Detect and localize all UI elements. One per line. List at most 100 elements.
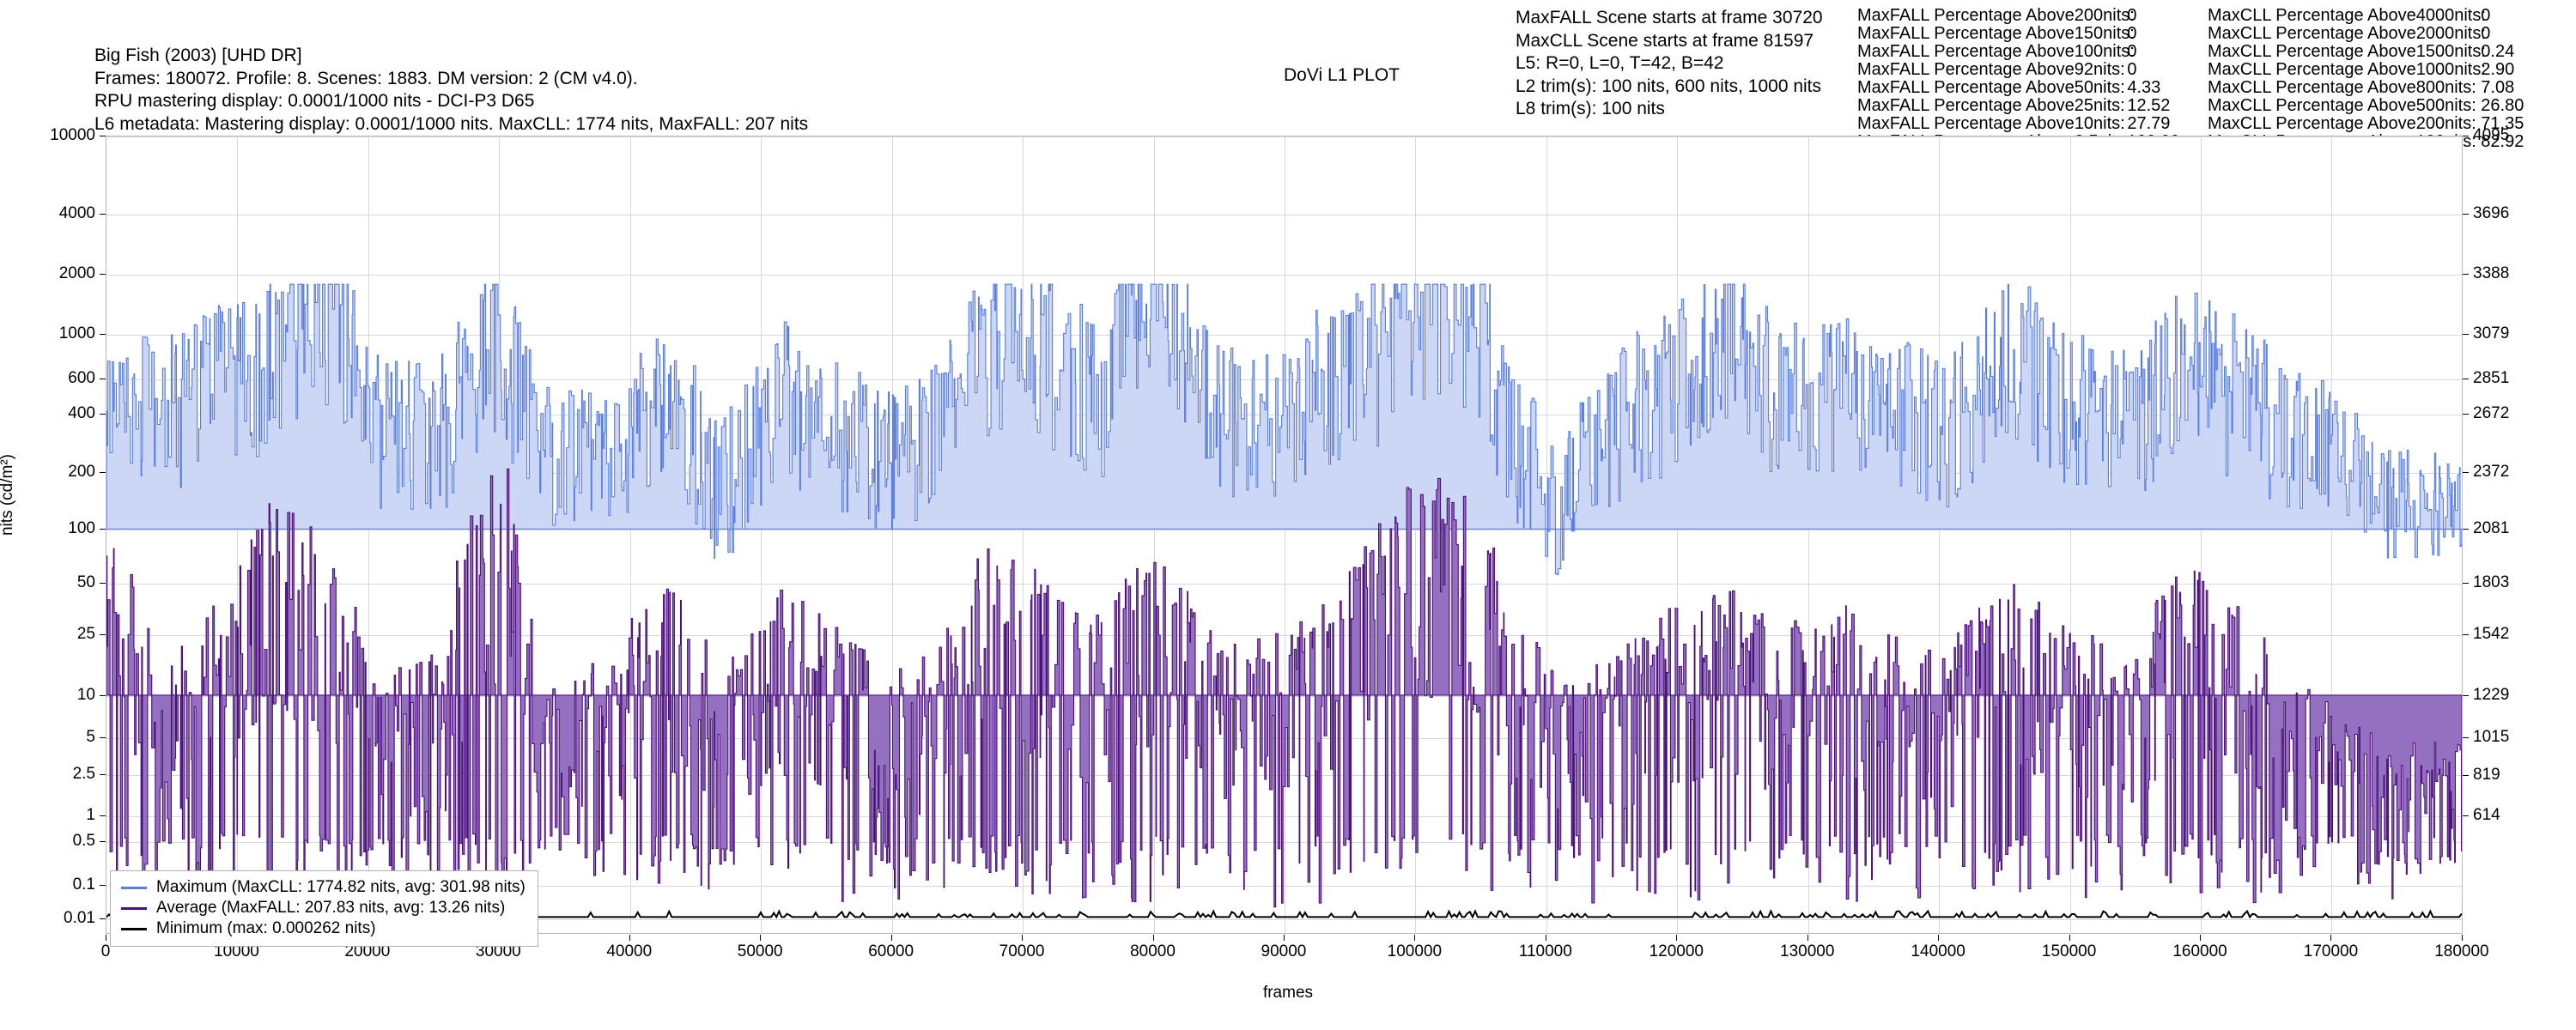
y-axis-left-tick: [100, 472, 106, 474]
gridline-vertical: [891, 136, 893, 933]
percentage-row: MaxFALL Percentage Above 92nits: 0 MaxCLL…: [1857, 61, 2568, 79]
y-axis-left-tick-label: 10: [76, 686, 95, 705]
x-axis-tick-label: 80000: [1130, 942, 1176, 960]
maxfall-percentage-entry: MaxFALL Percentage Above 25nits: 12.52: [1857, 97, 2208, 115]
y-axis-left-tick-label: 0.01: [64, 908, 95, 927]
x-axis-tick-label: 50000: [737, 942, 783, 960]
maxfall-percentage-threshold: 200nits:: [2074, 6, 2135, 25]
gridline-vertical: [1153, 136, 1155, 933]
x-axis-tick: [1022, 935, 1024, 941]
y-axis-left-tick: [100, 529, 106, 530]
legend-swatch-maximum-icon: [121, 886, 147, 889]
maxfall-percentage-threshold: 100nits:: [2074, 42, 2135, 61]
y-axis-right-tick: [2463, 775, 2469, 777]
y-axis-left-tick-label: 10000: [50, 126, 95, 144]
y-axis-right-tick-label: 3079: [2473, 324, 2510, 343]
maxfall-percentage-value: 12.52: [2122, 96, 2171, 115]
gridline-vertical: [1939, 136, 1941, 933]
gridline-vertical: [1807, 136, 1809, 933]
gridline-horizontal: [106, 815, 2462, 817]
y-axis-left-tick: [100, 213, 106, 215]
maxcll-percentage-value: 0: [2476, 24, 2491, 43]
y-axis-right-tick-label: 614: [2473, 805, 2500, 824]
media-title: Big Fish (2003) [UHD DR]: [94, 45, 302, 65]
gridline-vertical: [2201, 136, 2202, 933]
y-axis-right-tick: [2463, 633, 2469, 635]
l6-metadata-line: L6 metadata: Mastering display: 0.0001/1…: [94, 113, 809, 134]
y-axis-right-tick-label: 2081: [2473, 519, 2510, 538]
maxfall-scene-line: MaxFALL Scene starts at frame 30720: [1516, 8, 1823, 27]
maxcll-percentage-entry: MaxCLL Percentage Above 2000nits: 0: [2208, 25, 2568, 43]
maxfall-percentage-value: 0: [2122, 6, 2137, 25]
maxfall-percentage-threshold: 150nits:: [2074, 24, 2135, 43]
maxfall-percentage-label: MaxFALL Percentage Above: [1857, 6, 2075, 25]
y-axis-right-tick: [2463, 815, 2469, 816]
l5-line: L5: R=0, L=0, T=42, B=42: [1516, 53, 1724, 73]
y-axis-left-tick-label: 0.1: [72, 876, 95, 894]
series-maximum: [106, 136, 2462, 933]
maxfall-percentage-entry: MaxFALL Percentage Above 100nits: 0: [1857, 43, 2208, 61]
l8-trims-line: L8 trim(s): 100 nits: [1516, 99, 1665, 118]
maxfall-percentage-label: MaxFALL Percentage Above: [1857, 114, 2075, 133]
maxcll-percentage-value: 0.24: [2476, 42, 2515, 61]
maxcll-percentage-value: 2.90: [2476, 60, 2515, 79]
y-axis-left-tick: [100, 815, 106, 816]
maxcll-percentage-threshold: 800nits:: [2415, 78, 2476, 97]
layer-min-svg: [106, 136, 2462, 933]
layer-avg-path: [106, 469, 2462, 906]
x-axis-tick: [2461, 935, 2463, 941]
x-axis-tick: [1152, 935, 1154, 941]
y-axis-right-tick-label: 1542: [2473, 624, 2510, 643]
y-axis-right-tick: [2463, 471, 2469, 473]
maxcll-percentage-label: MaxCLL Percentage Above: [2208, 24, 2416, 43]
y-axis-left-tick-label: 200: [68, 463, 95, 482]
y-axis-left-tick-label: 50: [76, 573, 95, 592]
maxcll-percentage-entry: MaxCLL Percentage Above 200nits: 71.35: [2208, 115, 2568, 133]
y-axis-right-tick-label: 2851: [2473, 368, 2510, 387]
gridline-horizontal: [106, 136, 2462, 137]
maxfall-percentage-entry: MaxFALL Percentage Above 200nits: 0: [1857, 7, 2208, 25]
y-axis-left-tick: [100, 273, 106, 275]
maxfall-percentage-threshold: 92nits:: [2074, 60, 2125, 79]
gridline-vertical: [1677, 136, 1679, 933]
y-axis-right-tick: [2463, 213, 2469, 215]
y-axis-left-tick: [100, 633, 106, 635]
gridline-horizontal: [106, 584, 2462, 585]
percentage-row: MaxFALL Percentage Above 150nits: 0 MaxCL…: [1857, 25, 2568, 43]
legend-label-minimum: Minimum (max: 0.000262 nits): [156, 919, 376, 937]
x-axis-tick: [2069, 935, 2070, 941]
y-axis-right-tick: [2463, 736, 2469, 738]
legend-item-average: Average (MaxFALL: 207.83 nits, avg: 13.2…: [121, 898, 526, 918]
x-axis-tick: [2330, 935, 2332, 941]
y-axis-left-tick-label: 5: [86, 727, 95, 746]
maxfall-percentage-label: MaxFALL Percentage Above: [1857, 42, 2075, 61]
maxfall-percentage-value: 0: [2122, 42, 2137, 61]
maxfall-percentage-entry: MaxFALL Percentage Above 150nits: 0: [1857, 25, 2208, 43]
x-axis-tick: [2200, 935, 2202, 941]
percentage-row: MaxFALL Percentage Above 25nits: 12.52 Ma…: [1857, 97, 2568, 115]
legend-label-maximum: Maximum (MaxCLL: 1774.82 nits, avg: 301.…: [156, 878, 526, 896]
y-axis-left-tick-label: 2000: [58, 264, 95, 282]
maxcll-percentage-value: 82.92: [2476, 132, 2524, 151]
y-axis-left-tick-label: 1000: [58, 324, 95, 343]
y-axis-left-tick-label: 2.5: [72, 764, 95, 783]
legend-swatch-average-icon: [121, 906, 147, 910]
y-axis-right-tick-label: 3388: [2473, 264, 2510, 282]
y-axis-left-tick-label: 25: [76, 624, 95, 643]
scene-info-block: MaxFALL Scene starts at frame 30720 MaxC…: [1516, 7, 1823, 121]
maxcll-percentage-threshold: 1000nits:: [2415, 60, 2486, 79]
y-axis-left-tick: [100, 841, 106, 843]
maxfall-percentage-entry: MaxFALL Percentage Above 50nits: 4.33: [1857, 79, 2208, 97]
x-axis-tick-label: 170000: [2303, 942, 2359, 960]
y-axis-right-tick-label: 1229: [2473, 685, 2510, 704]
x-axis-tick-label: 130000: [1780, 942, 1835, 960]
y-axis-left-tick: [100, 885, 106, 887]
series-minimum: [106, 136, 2462, 933]
y-axis-right-tick-label: 2672: [2473, 403, 2510, 422]
maxcll-percentage-label: MaxCLL Percentage Above: [2208, 42, 2416, 61]
maxcll-percentage-threshold: 2000nits:: [2415, 24, 2486, 43]
rpu-mastering-display-line: RPU mastering display: 0.0001/1000 nits …: [94, 91, 535, 111]
maxcll-percentage-label: MaxCLL Percentage Above: [2208, 96, 2416, 115]
y-axis-right-tick-label: 1803: [2473, 573, 2510, 592]
legend: Maximum (MaxCLL: 1774.82 nits, avg: 301.…: [110, 870, 538, 947]
